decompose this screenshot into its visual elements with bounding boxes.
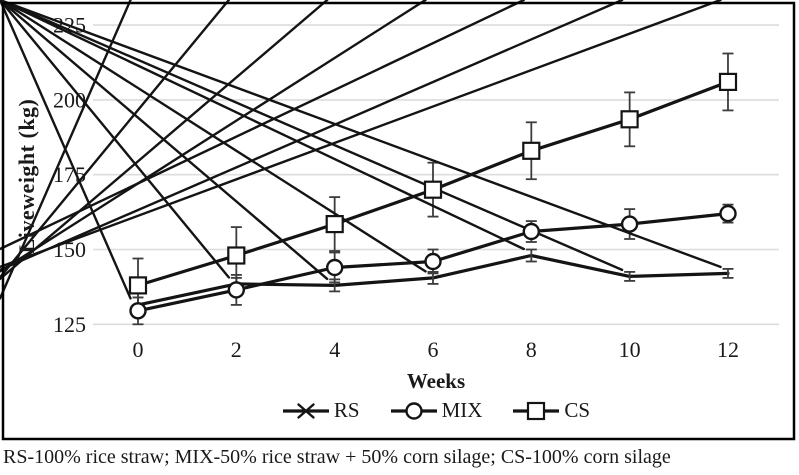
marker-x bbox=[0, 0, 132, 300]
error-bar bbox=[624, 270, 636, 282]
y-tick-label: 200 bbox=[53, 87, 86, 112]
legend-item-MIX: MIX bbox=[390, 398, 483, 423]
marker-circle bbox=[424, 252, 442, 271]
legend: RS MIX CS bbox=[93, 398, 779, 423]
marker-square bbox=[718, 72, 738, 92]
marker-circle bbox=[326, 258, 344, 277]
legend-label: CS bbox=[564, 398, 591, 422]
marker-square bbox=[128, 276, 148, 295]
marker-circle bbox=[719, 204, 737, 223]
error-bar bbox=[525, 248, 537, 263]
marker-circle bbox=[620, 215, 639, 233]
x-axis-title: Weeks bbox=[406, 369, 466, 393]
marker-circle bbox=[522, 222, 540, 241]
legend-item-CS: CS bbox=[512, 398, 590, 423]
marker-x bbox=[297, 402, 315, 419]
legend-x-marker-icon bbox=[282, 402, 329, 419]
legend-square-marker-icon bbox=[513, 401, 560, 420]
x-tick-label: 8 bbox=[526, 337, 537, 362]
marker-x bbox=[0, 0, 525, 251]
marker-x bbox=[0, 0, 722, 269]
chart-frame bbox=[1, 1, 796, 441]
marker-circle bbox=[129, 302, 147, 320]
marker-circle bbox=[404, 401, 423, 420]
marker-square bbox=[620, 110, 639, 129]
marker-square bbox=[227, 246, 246, 265]
marker-square bbox=[423, 180, 443, 199]
marker-circle bbox=[227, 281, 246, 299]
legend-circle-marker-icon bbox=[390, 401, 437, 420]
y-axis-title: Liveweight (kg) bbox=[14, 98, 39, 254]
y-tick-label: 125 bbox=[53, 312, 86, 337]
legend-item-RS: RS bbox=[282, 398, 360, 423]
marker-square bbox=[522, 141, 541, 160]
x-tick-label: 10 bbox=[619, 337, 641, 362]
marker-x bbox=[0, 0, 329, 281]
marker-square bbox=[325, 215, 344, 234]
marker-x bbox=[0, 0, 624, 272]
x-tick-label: 4 bbox=[329, 337, 340, 362]
marker-x bbox=[0, 0, 427, 273]
figure-caption: RS-100% rice straw; MIX-50% rice straw +… bbox=[3, 446, 671, 468]
x-tick-label: 0 bbox=[133, 337, 144, 362]
legend-label: RS bbox=[333, 398, 360, 422]
x-tick-label: 12 bbox=[717, 337, 739, 362]
x-tick-label: 2 bbox=[231, 337, 242, 362]
x-tick-label: 6 bbox=[428, 337, 439, 362]
legend-label: MIX bbox=[441, 398, 483, 422]
plot-area: 125150175200225024681012 bbox=[0, 0, 796, 441]
error-bar bbox=[722, 267, 734, 279]
marker-square bbox=[527, 401, 546, 420]
